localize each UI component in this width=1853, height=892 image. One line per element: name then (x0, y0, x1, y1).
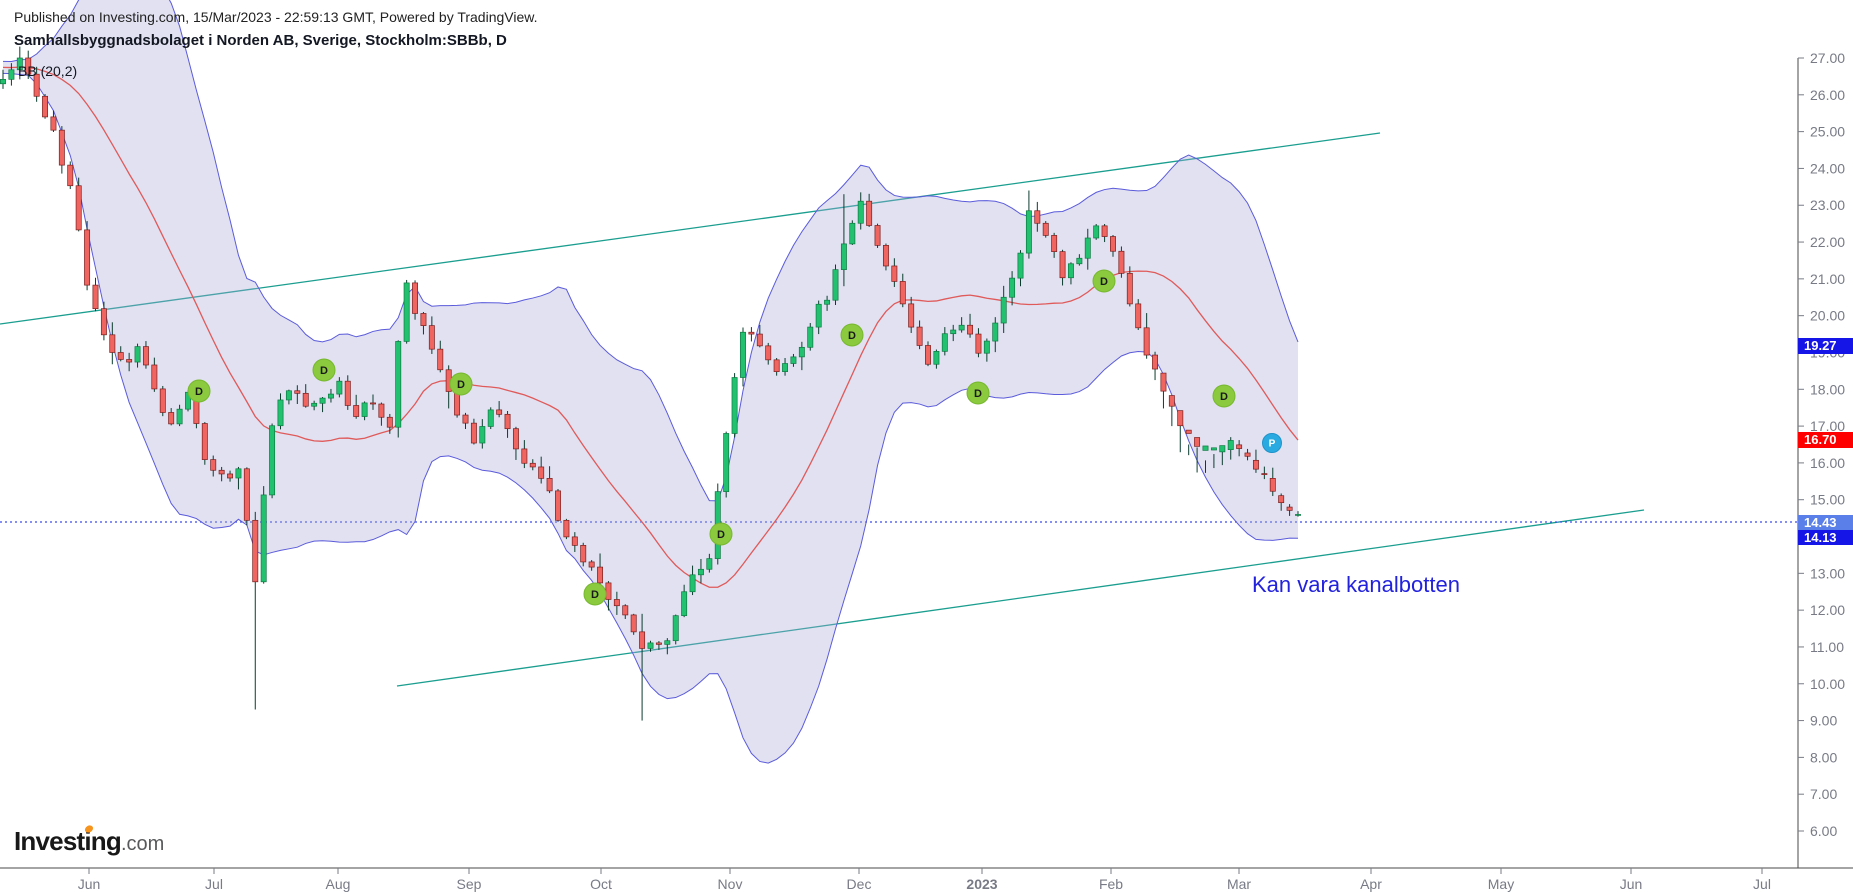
svg-text:12.00: 12.00 (1810, 602, 1845, 618)
svg-text:8.00: 8.00 (1810, 749, 1837, 765)
svg-text:Sep: Sep (457, 876, 482, 892)
svg-text:22.00: 22.00 (1810, 234, 1845, 250)
svg-text:D: D (974, 388, 982, 400)
svg-text:D: D (320, 365, 328, 377)
svg-text:P: P (1269, 439, 1276, 450)
svg-text:15.00: 15.00 (1810, 492, 1845, 508)
svg-text:18.00: 18.00 (1810, 381, 1845, 397)
svg-text:Apr: Apr (1360, 876, 1382, 892)
svg-text:D: D (591, 589, 599, 601)
svg-text:21.00: 21.00 (1810, 271, 1845, 287)
svg-text:BB (20,2): BB (20,2) (18, 63, 77, 79)
svg-text:25.00: 25.00 (1810, 124, 1845, 140)
svg-text:27.00: 27.00 (1810, 50, 1845, 66)
svg-text:D: D (195, 386, 203, 398)
svg-text:9.00: 9.00 (1810, 713, 1837, 729)
svg-text:D: D (457, 379, 465, 391)
svg-text:2023: 2023 (966, 876, 997, 892)
svg-text:6.00: 6.00 (1810, 823, 1837, 839)
svg-text:Jun: Jun (78, 876, 101, 892)
svg-text:D: D (1220, 391, 1228, 403)
svg-text:May: May (1488, 876, 1514, 892)
svg-text:23.00: 23.00 (1810, 197, 1845, 213)
svg-text:Oct: Oct (590, 876, 612, 892)
svg-text:Jun: Jun (1620, 876, 1643, 892)
svg-text:16.00: 16.00 (1810, 455, 1845, 471)
svg-text:Jul: Jul (1753, 876, 1771, 892)
svg-text:19.27: 19.27 (1804, 338, 1837, 353)
svg-text:D: D (717, 529, 725, 541)
svg-text:7.00: 7.00 (1810, 786, 1837, 802)
svg-text:Mar: Mar (1227, 876, 1251, 892)
svg-text:Feb: Feb (1099, 876, 1123, 892)
svg-text:13.00: 13.00 (1810, 565, 1845, 581)
svg-text:16.70: 16.70 (1804, 432, 1837, 447)
svg-text:Aug: Aug (326, 876, 351, 892)
svg-text:24.00: 24.00 (1810, 160, 1845, 176)
svg-text:Nov: Nov (718, 876, 743, 892)
svg-text:10.00: 10.00 (1810, 676, 1845, 692)
svg-text:Dec: Dec (847, 876, 872, 892)
svg-text:20.00: 20.00 (1810, 308, 1845, 324)
svg-text:14.43: 14.43 (1804, 515, 1837, 530)
svg-text:D: D (1100, 276, 1108, 288)
svg-text:Jul: Jul (205, 876, 223, 892)
svg-text:14.13: 14.13 (1804, 530, 1837, 545)
svg-text:11.00: 11.00 (1810, 639, 1844, 655)
svg-text:26.00: 26.00 (1810, 87, 1845, 103)
svg-text:D: D (848, 330, 856, 342)
